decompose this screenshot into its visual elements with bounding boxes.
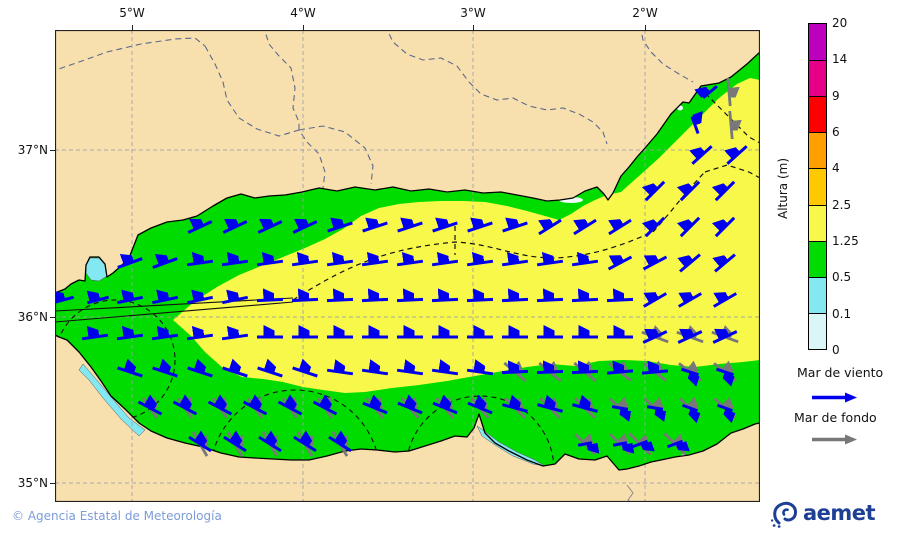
copyright-text: © Agencia Estatal de Meteorología — [12, 509, 222, 523]
lon-tick-label: 5°W — [119, 6, 145, 20]
colorbar-segment — [809, 24, 826, 61]
colorbar-segment — [809, 312, 826, 349]
colorbar-segment — [809, 96, 826, 133]
colorbar-boundary-label: 4 — [832, 161, 840, 176]
lon-tick-label: 4°W — [290, 6, 316, 20]
colorbar-segment — [809, 276, 826, 313]
colorbar-boundary-label: 14 — [832, 52, 848, 67]
colorbar-boundary-label: 0 — [832, 343, 840, 357]
wind-sea-label: Mar de viento — [797, 365, 884, 380]
wave-height-map — [49, 24, 761, 504]
swell-arrow-icon — [812, 434, 857, 445]
colorbar-boundary-label: 20 — [832, 16, 848, 30]
aemet-swirl-icon — [770, 501, 797, 528]
colorbar-boundary-label: 0.5 — [832, 270, 852, 285]
lon-tick-mark — [132, 25, 133, 30]
lon-tick-label: 2°W — [632, 6, 658, 20]
lon-tick-mark — [303, 25, 304, 30]
colorbar-boundary-label: 2.5 — [832, 197, 852, 212]
colorbar-segment — [809, 168, 826, 205]
colorbar-boundary-label: 6 — [832, 125, 840, 139]
lat-tick-mark — [50, 317, 55, 318]
aemet-logo: aemet — [770, 498, 876, 528]
lon-tick-mark — [473, 25, 474, 30]
wave-height-colorbar — [808, 23, 827, 350]
aemet-logo-text: aemet — [803, 501, 876, 525]
colorbar-boundary-label: 9 — [832, 88, 840, 103]
lat-tick-label: 36°N — [17, 310, 48, 324]
lon-tick-label: 3°W — [460, 6, 486, 20]
colorbar-segment — [809, 204, 826, 241]
lon-tick-mark — [645, 25, 646, 30]
colorbar-title: Altura (m) — [776, 158, 790, 220]
swell-label: Mar de fondo — [794, 410, 877, 425]
colorbar-boundary-label: 0.1 — [832, 306, 852, 321]
colorbar-boundary-label: 1.25 — [832, 234, 859, 248]
wind-sea-arrow-icon — [812, 392, 857, 403]
lat-tick-label: 37°N — [17, 143, 48, 157]
lat-tick-mark — [50, 150, 55, 151]
colorbar-segment — [809, 132, 826, 169]
colorbar-segment — [809, 240, 826, 277]
lat-tick-label: 35°N — [17, 476, 48, 490]
colorbar-segment — [809, 60, 826, 97]
lat-tick-mark — [50, 483, 55, 484]
